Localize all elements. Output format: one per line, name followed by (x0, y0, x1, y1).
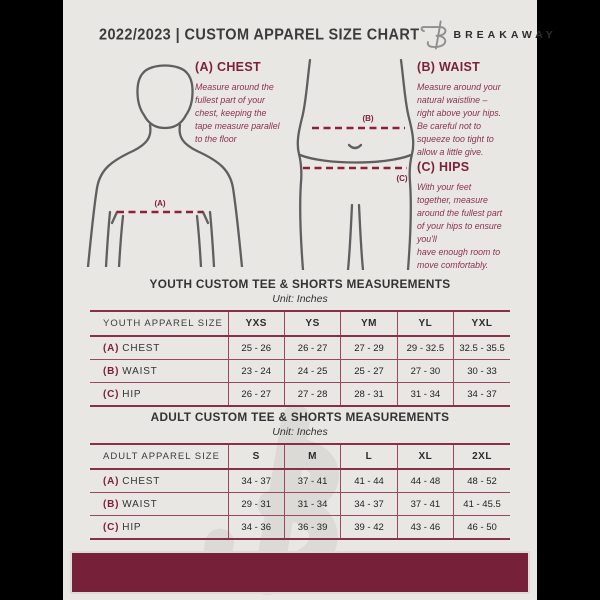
row-label: WAIST (122, 365, 158, 377)
waist-guide-body: Measure around your natural waistline – … (417, 82, 502, 157)
column-header: 2XL (453, 444, 510, 470)
table-cell: 27 - 29 (340, 336, 398, 360)
column-header: YXL (453, 311, 510, 337)
table-cell: 30 - 33 (453, 359, 510, 383)
torso-figure: (A) (86, 64, 244, 267)
chest-guide: (A) CHEST Measure around the fullest par… (195, 60, 315, 146)
table-cell: 43 - 46 (396, 515, 454, 540)
youth-section-heading: YOUTH CUSTOM TEE & SHORTS MEASUREMENTS U… (90, 277, 510, 305)
chest-guide-body: Measure around the fullest part of your … (195, 82, 280, 144)
table-row: (C) HIP 26 - 27 27 - 28 28 - 31 31 - 34 3… (90, 382, 510, 407)
adult-size-table: ADULT APPAREL SIZE S M L XL 2XL (A) CHEST… (90, 443, 510, 540)
table-cell: 25 - 27 (340, 359, 398, 383)
row-prefix: (B) (103, 498, 120, 510)
table-row: (B) WAIST 23 - 24 24 - 25 25 - 27 27 - 30… (90, 359, 510, 383)
table-cell: 34 - 37 (227, 469, 285, 493)
document-header: 2022/2023 | CUSTOM APPAREL SIZE CHART BR… (63, 18, 553, 52)
adult-table-unit: Unit: Inches (272, 426, 328, 438)
column-header: ADULT APPAREL SIZE (90, 444, 228, 470)
size-chart-document: 2022/2023 | CUSTOM APPAREL SIZE CHART BR… (63, 0, 553, 600)
table-cell: 37 - 41 (283, 469, 341, 493)
table-cell: 36 - 39 (283, 515, 341, 540)
row-prefix: (C) (103, 521, 120, 533)
table-cell: 26 - 27 (227, 382, 285, 407)
column-header: L (340, 444, 398, 470)
waist-guide: (B) WAIST Measure around your natural wa… (417, 60, 535, 159)
table-cell: 46 - 50 (453, 515, 510, 540)
row-label: CHEST (122, 342, 161, 354)
column-header: YXS (227, 311, 285, 337)
brand-block: BREAKAWAY (420, 18, 557, 52)
table-cell: 48 - 52 (453, 469, 510, 493)
table-cell: 27 - 28 (283, 382, 341, 407)
table-cell: 41 - 45.5 (453, 492, 510, 516)
waist-marker-label: (B) (362, 114, 373, 123)
row-label: WAIST (122, 498, 158, 510)
hips-guide-body: With your feet together, measure around … (417, 182, 503, 270)
table-cell: 41 - 44 (340, 469, 398, 493)
hips-marker-label: (C) (396, 174, 407, 183)
table-row: (A) CHEST 34 - 37 37 - 41 41 - 44 44 - 48… (90, 469, 510, 493)
table-cell: 27 - 30 (396, 359, 454, 383)
waist-guide-heading: (B) WAIST (417, 60, 481, 74)
table-row: (B) WAIST 29 - 31 31 - 34 34 - 37 37 - 41… (90, 492, 510, 516)
column-header: YS (283, 311, 341, 337)
hips-guide-heading: (C) HIPS (417, 160, 470, 174)
youth-table-title: YOUTH CUSTOM TEE & SHORTS MEASUREMENTS (149, 277, 451, 291)
brand-name: BREAKAWAY (453, 29, 557, 41)
table-cell: 25 - 26 (227, 336, 285, 360)
table-cell: 31 - 34 (396, 382, 454, 407)
row-prefix: (A) (103, 342, 120, 354)
adult-table-title: ADULT CUSTOM TEE & SHORTS MEASUREMENTS (150, 410, 450, 424)
chest-guide-heading: (A) CHEST (195, 60, 261, 74)
row-prefix: (A) (103, 475, 120, 487)
table-row: (C) HIP 34 - 36 36 - 39 39 - 42 43 - 46 4… (90, 515, 510, 540)
table-cell: 29 - 32.5 (396, 336, 454, 360)
table-cell: 32.5 - 35.5 (453, 336, 510, 360)
youth-table-unit: Unit: Inches (272, 293, 328, 305)
table-cell: 26 - 27 (283, 336, 341, 360)
chest-marker-label: (A) (154, 199, 165, 208)
row-prefix: (B) (103, 365, 120, 377)
column-header: M (283, 444, 341, 470)
table-cell: 24 - 25 (283, 359, 341, 383)
table-cell: 34 - 37 (340, 492, 398, 516)
adult-table-header-row: ADULT APPAREL SIZE S M L XL 2XL (90, 444, 510, 470)
hips-guide: (C) HIPS With your feet together, measur… (417, 160, 537, 272)
table-cell: 44 - 48 (396, 469, 454, 493)
youth-table-header-row: YOUTH APPAREL SIZE YXS YS YM YL YXL (90, 311, 510, 337)
table-cell: 37 - 41 (396, 492, 454, 516)
table-cell: 29 - 31 (227, 492, 285, 516)
row-label: HIP (122, 521, 142, 533)
column-header: XL (396, 444, 454, 470)
table-cell: 31 - 34 (283, 492, 341, 516)
row-prefix: (C) (103, 388, 120, 400)
table-cell: 39 - 42 (340, 515, 398, 540)
youth-size-table: YOUTH APPAREL SIZE YXS YS YM YL YXL (A) C… (90, 310, 510, 407)
row-label: HIP (122, 388, 142, 400)
table-cell: 28 - 31 (340, 382, 398, 407)
table-cell: 34 - 36 (227, 515, 285, 540)
lower-body-figure: (B) (C) (296, 58, 415, 270)
page-title: 2022/2023 | CUSTOM APPAREL SIZE CHART (99, 26, 420, 44)
breakaway-logo-icon (420, 20, 446, 50)
footer-accent-bar (70, 551, 530, 594)
table-row: (A) CHEST 25 - 26 26 - 27 27 - 29 29 - 32… (90, 336, 510, 360)
column-header: S (227, 444, 285, 470)
table-cell: 34 - 37 (453, 382, 510, 407)
table-cell: 23 - 24 (227, 359, 285, 383)
column-header: YL (396, 311, 454, 337)
column-header: YM (340, 311, 398, 337)
row-label: CHEST (122, 475, 161, 487)
column-header: YOUTH APPAREL SIZE (90, 311, 228, 337)
adult-section-heading: ADULT CUSTOM TEE & SHORTS MEASUREMENTS U… (90, 410, 510, 438)
